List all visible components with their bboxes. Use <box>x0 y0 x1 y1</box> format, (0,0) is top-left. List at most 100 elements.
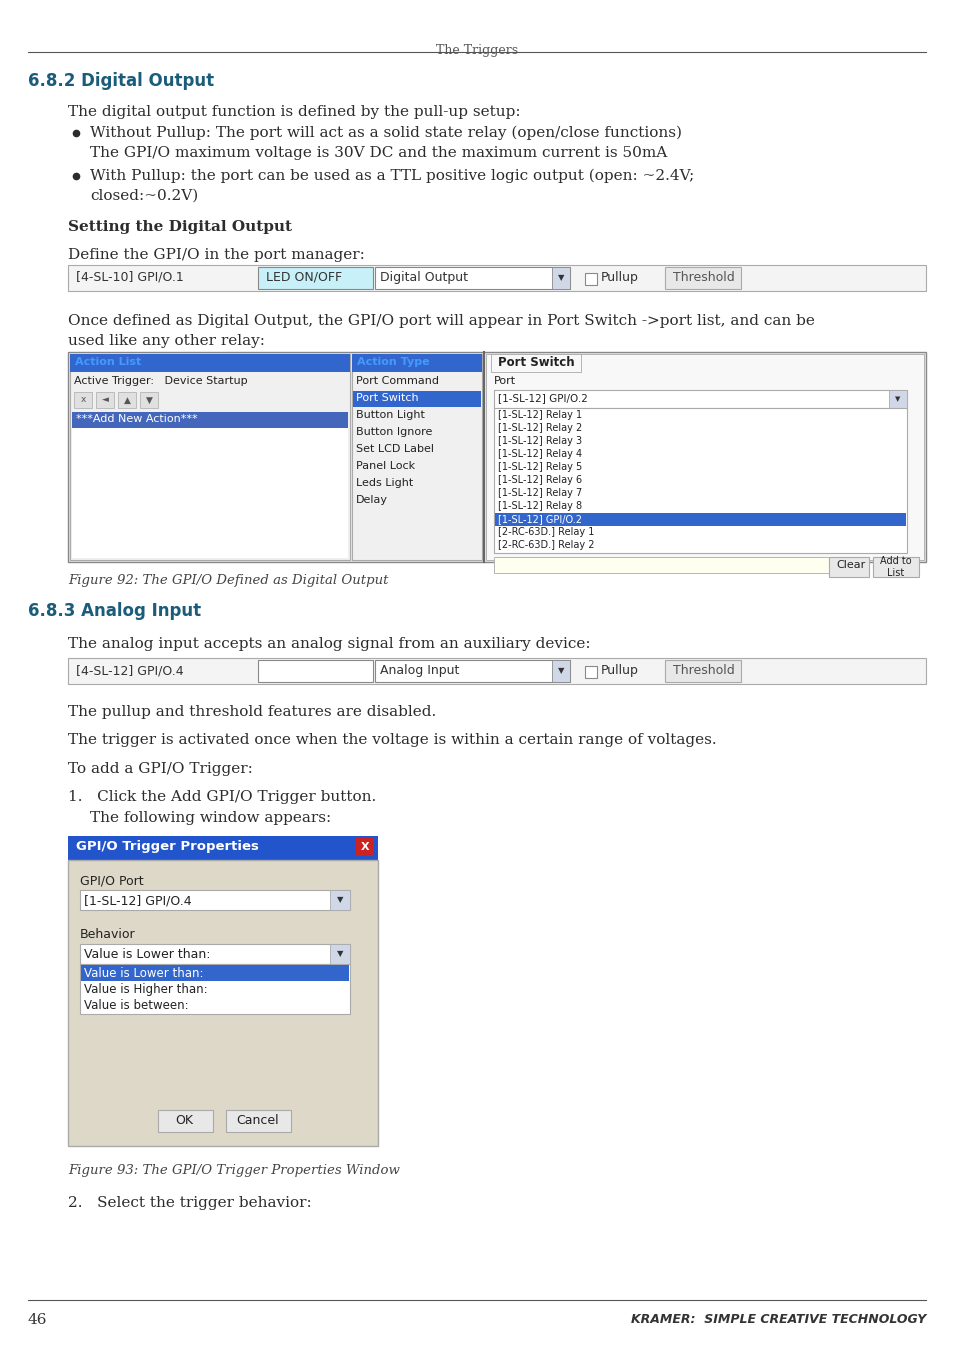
FancyBboxPatch shape <box>81 965 349 981</box>
Text: The Triggers: The Triggers <box>436 45 517 57</box>
FancyBboxPatch shape <box>68 836 377 860</box>
Text: ▼: ▼ <box>894 396 900 402</box>
FancyBboxPatch shape <box>552 660 569 682</box>
Text: The pullup and threshold features are disabled.: The pullup and threshold features are di… <box>68 705 436 720</box>
FancyBboxPatch shape <box>872 558 918 576</box>
Text: Value is Lower than:: Value is Lower than: <box>84 967 203 980</box>
Text: ▼: ▼ <box>336 949 343 958</box>
FancyBboxPatch shape <box>158 1110 213 1133</box>
FancyBboxPatch shape <box>68 352 925 562</box>
FancyBboxPatch shape <box>491 354 580 373</box>
Text: used like any other relay:: used like any other relay: <box>68 333 265 348</box>
FancyBboxPatch shape <box>552 267 569 289</box>
Text: Value is Higher than:: Value is Higher than: <box>84 983 208 996</box>
FancyBboxPatch shape <box>80 964 350 1014</box>
Text: [1-SL-12] Relay 2: [1-SL-12] Relay 2 <box>497 423 581 433</box>
FancyBboxPatch shape <box>664 660 740 682</box>
Text: [2-RC-63D.] Relay 1: [2-RC-63D.] Relay 1 <box>497 526 594 537</box>
Text: Panel Lock: Panel Lock <box>355 460 415 471</box>
Text: ▲: ▲ <box>124 396 131 405</box>
FancyBboxPatch shape <box>140 392 158 408</box>
FancyBboxPatch shape <box>494 408 906 554</box>
FancyBboxPatch shape <box>70 354 350 373</box>
FancyBboxPatch shape <box>494 390 906 408</box>
FancyBboxPatch shape <box>68 657 925 684</box>
Text: 2.   Select the trigger behavior:: 2. Select the trigger behavior: <box>68 1196 312 1210</box>
Text: ◄: ◄ <box>101 396 109 405</box>
Text: [1-SL-12] GPI/O.4: [1-SL-12] GPI/O.4 <box>84 894 192 907</box>
FancyBboxPatch shape <box>664 267 740 289</box>
Text: [1-SL-12] Relay 5: [1-SL-12] Relay 5 <box>497 462 581 472</box>
Text: Port Command: Port Command <box>355 377 438 386</box>
Text: Button Light: Button Light <box>355 410 424 420</box>
FancyBboxPatch shape <box>118 392 136 408</box>
Text: The trigger is activated once when the voltage is within a certain range of volt: The trigger is activated once when the v… <box>68 733 716 747</box>
Text: 6.8.2 Digital Output: 6.8.2 Digital Output <box>28 72 213 90</box>
Text: 1.   Click the Add GPI/O Trigger button.: 1. Click the Add GPI/O Trigger button. <box>68 790 375 805</box>
Text: GPI/O Trigger Properties: GPI/O Trigger Properties <box>76 840 258 853</box>
Text: With Pullup: the port can be used as a TTL positive logic output (open: ~2.4V;: With Pullup: the port can be used as a T… <box>90 169 694 184</box>
Text: ▼: ▼ <box>336 895 343 905</box>
Text: Set LCD Label: Set LCD Label <box>355 444 434 454</box>
FancyBboxPatch shape <box>485 354 923 560</box>
Text: [2-RC-63D.] Relay 2: [2-RC-63D.] Relay 2 <box>497 540 594 549</box>
FancyBboxPatch shape <box>375 660 569 682</box>
Text: Action Type: Action Type <box>356 356 429 367</box>
Text: Figure 93: The GPI/O Trigger Properties Window: Figure 93: The GPI/O Trigger Properties … <box>68 1164 399 1177</box>
FancyBboxPatch shape <box>80 890 350 910</box>
FancyBboxPatch shape <box>330 890 350 910</box>
Text: [4-SL-10] GPI/O.1: [4-SL-10] GPI/O.1 <box>76 271 184 284</box>
Text: The following window appears:: The following window appears: <box>90 811 331 825</box>
Text: X: X <box>360 842 369 852</box>
FancyBboxPatch shape <box>353 392 480 406</box>
Text: [1-SL-12] Relay 8: [1-SL-12] Relay 8 <box>497 501 581 512</box>
FancyBboxPatch shape <box>355 838 374 856</box>
Text: Active Trigger:   Device Startup: Active Trigger: Device Startup <box>74 377 248 386</box>
Text: OK: OK <box>174 1114 193 1127</box>
FancyBboxPatch shape <box>494 558 846 572</box>
Text: Delay: Delay <box>355 495 388 505</box>
Text: ▼: ▼ <box>146 396 152 405</box>
Text: Port Switch: Port Switch <box>355 393 418 404</box>
Text: Once defined as Digital Output, the GPI/O port will appear in Port Switch ->port: Once defined as Digital Output, the GPI/… <box>68 315 814 328</box>
FancyBboxPatch shape <box>68 265 925 292</box>
FancyBboxPatch shape <box>257 267 373 289</box>
Text: [1-SL-12] Relay 1: [1-SL-12] Relay 1 <box>497 410 581 420</box>
FancyBboxPatch shape <box>352 354 481 560</box>
Text: Setting the Digital Output: Setting the Digital Output <box>68 220 292 234</box>
Text: Cancel: Cancel <box>235 1114 278 1127</box>
Text: [1-SL-12] GPI/O.2: [1-SL-12] GPI/O.2 <box>497 514 581 524</box>
Text: Value is between:: Value is between: <box>84 999 189 1012</box>
Text: Analog Input: Analog Input <box>379 664 459 676</box>
Text: [1-SL-12] GPI/O.2: [1-SL-12] GPI/O.2 <box>497 393 587 404</box>
Text: 46: 46 <box>28 1314 48 1327</box>
FancyBboxPatch shape <box>71 412 348 428</box>
FancyBboxPatch shape <box>495 513 905 526</box>
Text: Define the GPI/O in the port manager:: Define the GPI/O in the port manager: <box>68 248 364 262</box>
FancyBboxPatch shape <box>257 660 373 682</box>
Text: closed:~0.2V): closed:~0.2V) <box>90 189 198 202</box>
FancyBboxPatch shape <box>68 860 377 1146</box>
Text: Digital Output: Digital Output <box>379 271 468 284</box>
Text: Leds Light: Leds Light <box>355 478 413 487</box>
Text: The digital output function is defined by the pull-up setup:: The digital output function is defined b… <box>68 105 520 119</box>
FancyBboxPatch shape <box>80 944 350 964</box>
Text: Clear: Clear <box>835 560 864 570</box>
FancyBboxPatch shape <box>584 666 597 678</box>
Text: KRAMER:  SIMPLE CREATIVE TECHNOLOGY: KRAMER: SIMPLE CREATIVE TECHNOLOGY <box>630 1314 925 1326</box>
Text: [1-SL-12] Relay 3: [1-SL-12] Relay 3 <box>497 436 581 446</box>
Text: [1-SL-12] Relay 7: [1-SL-12] Relay 7 <box>497 487 581 498</box>
FancyBboxPatch shape <box>330 944 350 964</box>
Text: 6.8.3 Analog Input: 6.8.3 Analog Input <box>28 602 201 620</box>
Text: Port: Port <box>494 377 516 386</box>
FancyBboxPatch shape <box>226 1110 291 1133</box>
FancyBboxPatch shape <box>828 558 868 576</box>
Text: Threshold: Threshold <box>672 271 734 284</box>
Text: Value is Lower than:: Value is Lower than: <box>84 948 211 961</box>
FancyBboxPatch shape <box>70 354 350 560</box>
FancyBboxPatch shape <box>888 390 906 408</box>
Text: GPI/O Port: GPI/O Port <box>80 873 144 887</box>
Text: ***Add New Action***: ***Add New Action*** <box>76 414 197 424</box>
FancyBboxPatch shape <box>96 392 113 408</box>
Text: LED ON/OFF: LED ON/OFF <box>266 271 342 284</box>
